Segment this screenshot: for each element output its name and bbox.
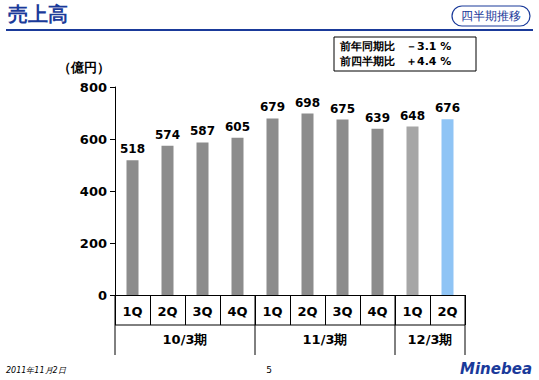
- svg-text:600: 600: [80, 132, 107, 147]
- svg-text:2Q: 2Q: [157, 304, 177, 319]
- svg-text:10/3期: 10/3期: [163, 332, 208, 347]
- svg-text:（億円）: （億円）: [58, 60, 110, 75]
- svg-text:587: 587: [190, 124, 215, 138]
- svg-text:11/3期: 11/3期: [303, 332, 348, 347]
- svg-text:676: 676: [435, 101, 460, 115]
- svg-text:12/3期: 12/3期: [408, 332, 453, 347]
- svg-text:2011年11月2日: 2011年11月2日: [6, 366, 67, 375]
- svg-text:Minebea: Minebea: [460, 360, 532, 378]
- svg-text:675: 675: [330, 102, 355, 116]
- svg-text:800: 800: [80, 80, 107, 95]
- svg-text:605: 605: [225, 120, 250, 134]
- svg-text:前四半期比 ＋4.4 %: 前四半期比 ＋4.4 %: [339, 55, 451, 68]
- svg-text:574: 574: [155, 128, 180, 142]
- svg-text:0: 0: [98, 288, 107, 303]
- svg-text:前年同期比 －3.1 %: 前年同期比 －3.1 %: [339, 40, 451, 53]
- svg-text:1Q: 1Q: [402, 304, 422, 319]
- svg-text:698: 698: [295, 96, 320, 110]
- svg-text:200: 200: [80, 236, 107, 251]
- svg-text:1Q: 1Q: [122, 304, 142, 319]
- svg-text:679: 679: [260, 100, 285, 114]
- svg-text:2Q: 2Q: [437, 304, 457, 319]
- svg-text:648: 648: [400, 109, 425, 123]
- svg-text:四半期推移: 四半期推移: [461, 9, 521, 23]
- svg-text:4Q: 4Q: [367, 304, 387, 319]
- svg-text:639: 639: [365, 111, 390, 125]
- svg-text:2Q: 2Q: [297, 304, 317, 319]
- svg-text:4Q: 4Q: [227, 304, 247, 319]
- svg-text:518: 518: [120, 142, 145, 156]
- svg-text:3Q: 3Q: [192, 304, 212, 319]
- svg-text:400: 400: [80, 184, 107, 199]
- svg-text:3Q: 3Q: [332, 304, 352, 319]
- svg-text:1Q: 1Q: [262, 304, 282, 319]
- svg-text:5: 5: [266, 365, 272, 375]
- svg-text:売上高: 売上高: [8, 2, 68, 26]
